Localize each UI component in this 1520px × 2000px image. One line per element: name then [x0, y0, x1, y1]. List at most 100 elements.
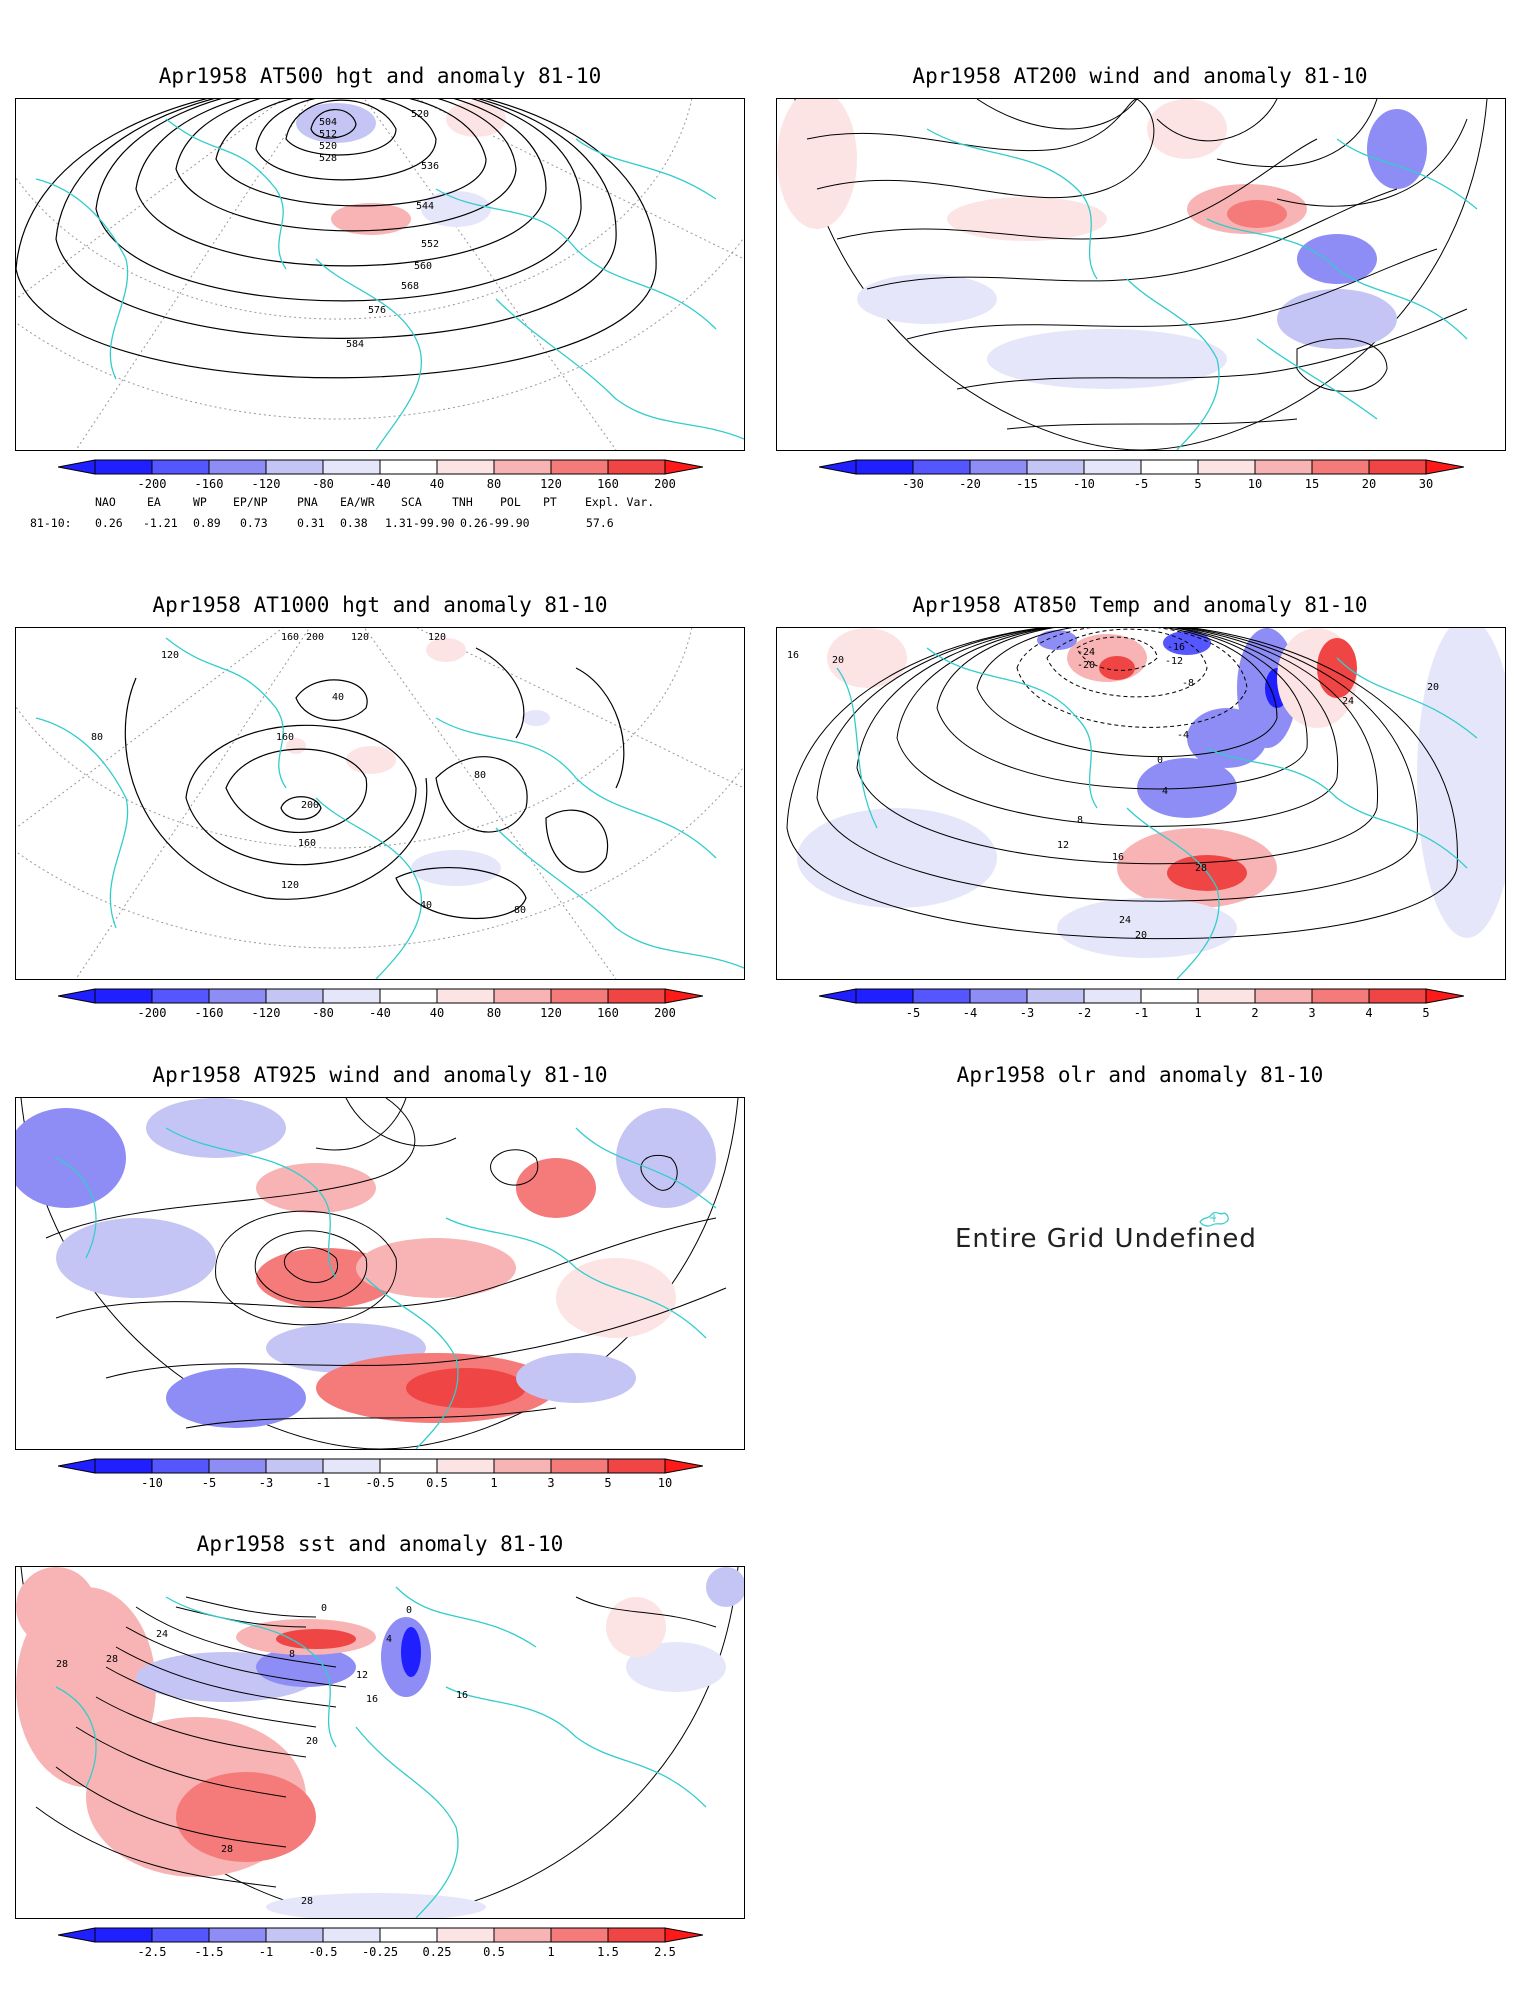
colorbar-label: 5: [1422, 1006, 1430, 1020]
contour-label: 4: [1162, 786, 1168, 797]
colorbar-label: -200: [137, 477, 167, 491]
contour-label: 584: [346, 339, 364, 350]
contour-label: 200: [301, 800, 319, 811]
colorbar-label: 120: [540, 477, 562, 491]
colorbar-label: 2: [1251, 1006, 1259, 1020]
contour-label: 20: [1135, 930, 1147, 941]
colorbar-label: -120: [251, 477, 281, 491]
colorbar-label: 3: [547, 1476, 555, 1490]
height-contours: [16, 99, 657, 379]
contour-label: 576: [368, 305, 386, 316]
colorbar-label: -1: [315, 1476, 331, 1490]
colorbar-label: 15: [1304, 477, 1320, 491]
index-value: 0.89: [193, 516, 221, 530]
contour-label: 28: [221, 1844, 233, 1855]
colorbar-label: 40: [429, 1006, 445, 1020]
colorbar-label: 0.5: [483, 1945, 505, 1959]
contour-label: 120: [428, 632, 446, 643]
contour-label: 520: [411, 109, 429, 120]
colorbar-label: 30: [1418, 477, 1434, 491]
colorbar-label: -1: [1133, 1006, 1149, 1020]
colorbar-label: -10: [141, 1476, 163, 1490]
panel-title-200: Apr1958 AT200 wind and anomaly 81-10: [912, 64, 1368, 88]
contour-label: 20: [832, 655, 844, 666]
colorbar-label: 1: [547, 1945, 555, 1959]
contour-label: 28: [106, 1654, 118, 1665]
contour-label: 4: [386, 1634, 392, 1645]
colorbar-label: -120: [251, 1006, 281, 1020]
index-value: 1.31: [385, 516, 413, 530]
contour-label: 552: [421, 239, 439, 250]
streamlines: [45, 1098, 727, 1429]
colorbar-label: -0.5: [365, 1476, 395, 1490]
index-name: PT: [543, 495, 557, 509]
index-value: -1.21: [143, 516, 178, 530]
contour-label: -24: [1077, 647, 1095, 658]
contour-label: 40: [332, 692, 344, 703]
contour-label: 504: [319, 117, 337, 128]
contour-label: 544: [416, 201, 434, 212]
colorbar-label: 1: [490, 1476, 498, 1490]
colorbar-label: 10: [657, 1476, 673, 1490]
index-value: 0.31: [297, 516, 325, 530]
index-row-label: 81-10:: [30, 516, 72, 530]
colorbar-label: 3: [1308, 1006, 1316, 1020]
map-200wind: [776, 98, 1506, 451]
index-value: -99.90: [413, 516, 455, 530]
colorbar-sst: [58, 1927, 703, 1943]
contour-label: 528: [319, 153, 337, 164]
coastlines: [35, 637, 744, 979]
colorbar-label: 4: [1365, 1006, 1373, 1020]
index-values-row: 81-10: 0.26 -1.21 0.89 0.73 0.31 0.38 1.…: [0, 516, 760, 532]
contour-label: 120: [351, 632, 369, 643]
index-name: WP: [193, 495, 207, 509]
contour-label: 16: [787, 650, 799, 661]
colorbar-label: -20: [959, 477, 981, 491]
contour-label: 24: [1119, 915, 1131, 926]
colorbar-labels-925: -10 -5 -3 -1 -0.5 0.5 1 3 5 10: [58, 1476, 703, 1492]
colorbar-label: -1: [258, 1945, 274, 1959]
contour-label: -16: [1167, 642, 1185, 653]
colorbar-925: [58, 1458, 703, 1474]
index-name: Expl. Var.: [585, 495, 655, 509]
colorbar-label: -5: [201, 1476, 217, 1490]
colorbar-label: 5: [604, 1476, 612, 1490]
contour-label: 28: [56, 1659, 68, 1670]
colorbar-labels-sst: -2.5 -1.5 -1 -0.5 -0.25 0.25 0.5 1 1.5 2…: [58, 1945, 703, 1961]
colorbar-label: 0.25: [422, 1945, 452, 1959]
colorbar-label: -80: [312, 477, 334, 491]
index-name: EA/WR: [340, 495, 375, 509]
anomaly-shading: [16, 1567, 744, 1918]
index-value: 0.38: [340, 516, 368, 530]
contour-label: 8: [1077, 815, 1083, 826]
contour-label: 160: [281, 632, 299, 643]
colorbar-label: -160: [194, 1006, 224, 1020]
colorbar-label: 80: [486, 1006, 502, 1020]
colorbar-label: 160: [597, 477, 619, 491]
coastlines: [836, 647, 1478, 979]
contour-label: 120: [161, 650, 179, 661]
colorbar-label: -15: [1016, 477, 1038, 491]
colorbar-850: [819, 988, 1464, 1004]
panel-title-925: Apr1958 AT925 wind and anomaly 81-10: [152, 1063, 608, 1087]
contour-label: 28: [1195, 863, 1207, 874]
graticule: [16, 99, 744, 450]
coastlines: [926, 128, 1478, 450]
panel-title-1000: Apr1958 AT1000 hgt and anomaly 81-10: [152, 593, 608, 617]
contour-label: 40: [420, 900, 432, 911]
contour-label: 24: [1342, 696, 1354, 707]
index-value: 57.6: [586, 516, 614, 530]
colorbar-500: [58, 459, 703, 475]
colorbar-label: -200: [137, 1006, 167, 1020]
contour-label: 200: [306, 632, 324, 643]
colorbar-label: 200: [654, 1006, 676, 1020]
colorbar-label: -10: [1073, 477, 1095, 491]
colorbar-label: 20: [1361, 477, 1377, 491]
contour-label: 0: [321, 1603, 327, 1614]
colorbar-label: 40: [429, 477, 445, 491]
colorbar-label: -2.5: [137, 1945, 167, 1959]
colorbar-label: -80: [312, 1006, 334, 1020]
contour-label: 16: [1112, 852, 1124, 863]
colorbar-label: -5: [905, 1006, 921, 1020]
colorbar-label: -2: [1076, 1006, 1092, 1020]
